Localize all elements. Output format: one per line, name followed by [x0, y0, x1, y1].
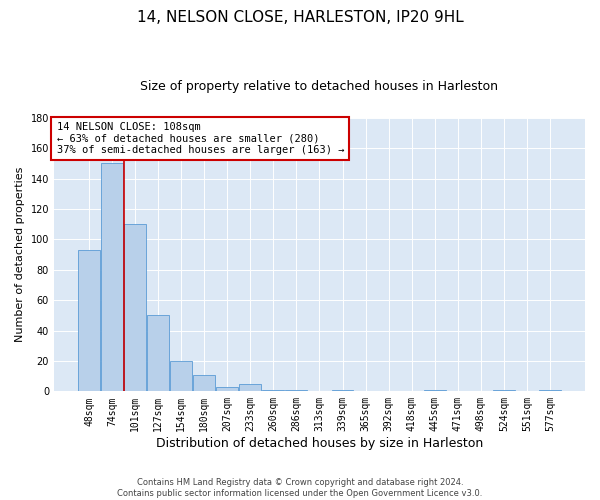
Text: 14 NELSON CLOSE: 108sqm
← 63% of detached houses are smaller (280)
37% of semi-d: 14 NELSON CLOSE: 108sqm ← 63% of detache… — [56, 122, 344, 155]
Bar — [493, 390, 515, 392]
Bar — [262, 390, 284, 392]
Bar — [424, 390, 446, 392]
Bar — [332, 390, 353, 392]
X-axis label: Distribution of detached houses by size in Harleston: Distribution of detached houses by size … — [156, 437, 483, 450]
Text: Contains HM Land Registry data © Crown copyright and database right 2024.
Contai: Contains HM Land Registry data © Crown c… — [118, 478, 482, 498]
Bar — [170, 361, 192, 392]
Y-axis label: Number of detached properties: Number of detached properties — [15, 167, 25, 342]
Bar — [286, 390, 307, 392]
Title: Size of property relative to detached houses in Harleston: Size of property relative to detached ho… — [140, 80, 499, 93]
Bar — [124, 224, 146, 392]
Bar — [539, 390, 561, 392]
Text: 14, NELSON CLOSE, HARLESTON, IP20 9HL: 14, NELSON CLOSE, HARLESTON, IP20 9HL — [137, 10, 463, 25]
Bar — [101, 164, 123, 392]
Bar — [193, 374, 215, 392]
Bar — [147, 316, 169, 392]
Bar — [78, 250, 100, 392]
Bar — [239, 384, 261, 392]
Bar — [217, 387, 238, 392]
